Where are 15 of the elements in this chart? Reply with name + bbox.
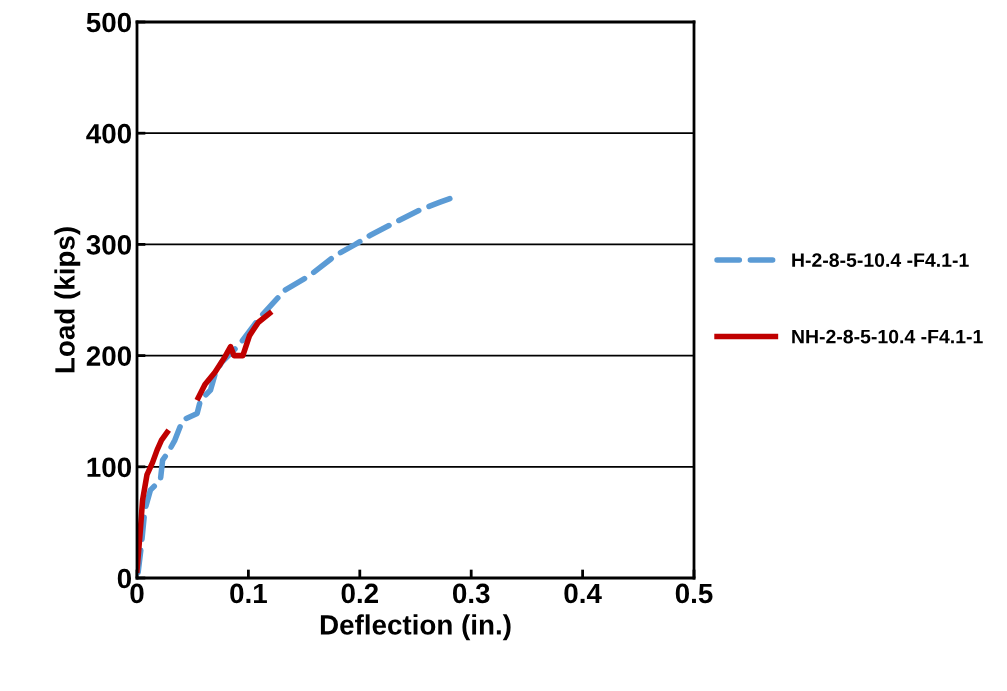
y-tick-label: 200 bbox=[86, 346, 132, 366]
y-tick-label: 100 bbox=[87, 457, 132, 478]
x-axis-title: Deflection (in.) bbox=[320, 614, 511, 641]
legend-label: H-2-8-5-10.4 -F4.1-1 bbox=[792, 253, 969, 267]
x-tick-label: 0.1 bbox=[230, 583, 267, 604]
x-tick-label: 0.4 bbox=[564, 583, 602, 604]
legend-label: NH-2-8-5-10.4 -F4.1-1 bbox=[792, 329, 983, 344]
x-tick-label: 0.5 bbox=[675, 583, 713, 604]
x-tick-label: 0.3 bbox=[452, 583, 490, 604]
y-tick-label: 500 bbox=[86, 12, 132, 33]
x-tick-label: 0.2 bbox=[341, 583, 378, 604]
y-tick-label: 400 bbox=[86, 123, 132, 144]
y-axis-title: Load (kips) bbox=[54, 227, 81, 373]
y-tick-label: 0 bbox=[117, 568, 131, 589]
y-tick-label: 300 bbox=[86, 235, 132, 255]
